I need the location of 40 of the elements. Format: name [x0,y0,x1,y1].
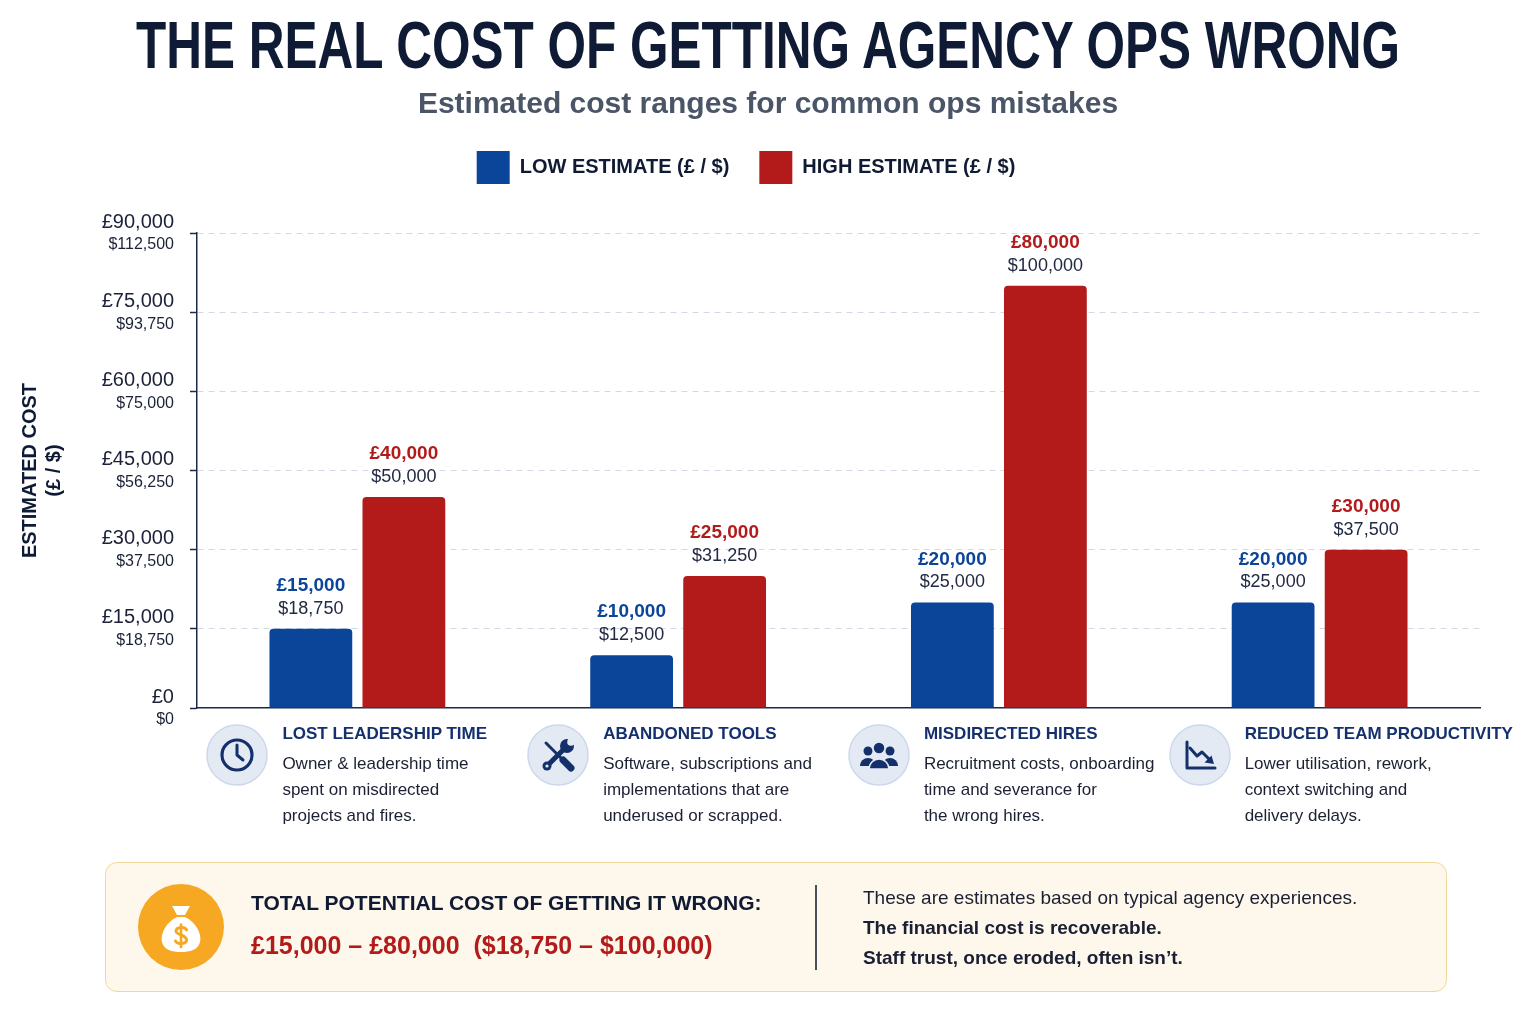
data-label: £10,000 $12,500 [597,600,666,645]
chart-title: THE REAL COST OF GETTING AGENCY OPS WRONG [135,7,1401,84]
y-axis-title: ESTIMATED COST (£ / $) [17,382,64,559]
text: TOTAL POTENTIAL COST OF GETTING IT WRONG: [251,890,762,916]
y-tick-label: £15,000 [101,605,174,628]
text: Owner & leadership time spent on misdirected projects and fires. [282,753,469,827]
data-label: £40,000 $50,000 [369,442,439,486]
y2-tick-label: $75,000 [116,393,175,411]
data-label: £80,000 $100,000 [1007,231,1083,275]
x-tick-label: LOST LEADERSHIP TIME [282,723,488,743]
legend-label: HIGH ESTIMATE (£ / $) [802,155,1016,178]
x-tick-label: ABANDONED TOOLS [603,723,777,743]
y2-tick-label: $0 [156,710,175,728]
y2-tick-label: $37,500 [116,552,175,570]
y-tick-label: £75,000 [101,288,174,311]
y-tick-label: £45,000 [101,447,174,470]
y2-tick-label: $56,250 [116,472,175,490]
y2-tick-label: $112,500 [108,235,175,253]
x-tick-label: REDUCED TEAM PRODUCTIVITY [1244,723,1514,743]
y-tick-label: £90,000 [101,209,174,232]
legend-label: LOW ESTIMATE (£ / $) [519,155,730,178]
text: Recruitment costs, onboarding time and severance for the wrong hires. [923,753,1155,827]
data-label: £25,000 $31,250 [690,521,759,566]
y-tick-label: £0 [151,684,174,707]
text: Lower utilisation, rework, context switching and delivery delays. [1244,753,1432,827]
chart-subtitle: Estimated cost ranges for common ops mistakes [416,85,1120,121]
y-tick-label: £30,000 [101,526,174,549]
y2-tick-label: $18,750 [116,631,175,649]
data-label: £20,000 $25,000 [918,547,987,592]
text: £15,000 – £80,000 ($18,750 – $100,000) [251,930,713,961]
y-tick-label: £60,000 [101,367,174,390]
data-label: £15,000 $18,750 [276,574,346,618]
data-label: £20,000 $25,000 [1238,547,1308,592]
x-tick-label: MISDIRECTED HIRES [923,723,1098,743]
text: The financial cost is recoverable. [863,916,1162,940]
text: These are estimates based on typical agency experiences. [863,886,1358,910]
text: Staff trust, once eroded, often isn’t. [863,946,1183,970]
y2-tick-label: $93,750 [116,314,175,332]
text: Software, subscriptions and implementations that are underused or scrapped. [603,753,812,827]
data-label: £30,000 $37,500 [1331,494,1401,539]
